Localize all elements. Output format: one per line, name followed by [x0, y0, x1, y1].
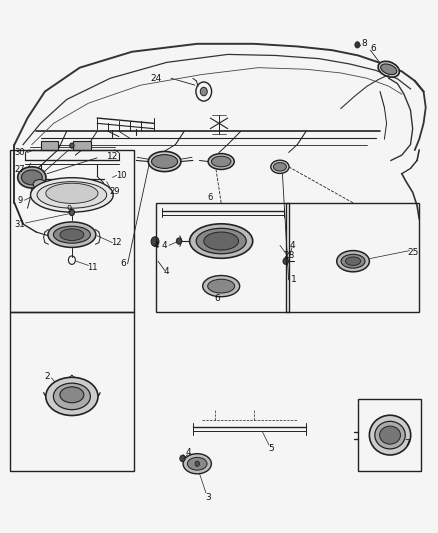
- Ellipse shape: [53, 226, 90, 243]
- Text: 4: 4: [153, 241, 159, 250]
- Ellipse shape: [273, 163, 286, 171]
- Text: 30: 30: [14, 148, 25, 157]
- Ellipse shape: [208, 154, 234, 169]
- Bar: [286, 203, 419, 312]
- Bar: [10, 150, 134, 312]
- Ellipse shape: [380, 426, 400, 444]
- Ellipse shape: [33, 180, 46, 189]
- Ellipse shape: [375, 421, 405, 449]
- Ellipse shape: [378, 61, 399, 77]
- Ellipse shape: [60, 229, 84, 240]
- Text: 2: 2: [44, 372, 50, 381]
- Ellipse shape: [37, 182, 107, 208]
- Text: 27: 27: [14, 165, 25, 174]
- Text: 28: 28: [284, 252, 295, 261]
- Ellipse shape: [183, 454, 212, 474]
- Text: 31: 31: [14, 220, 25, 229]
- Ellipse shape: [190, 224, 253, 259]
- Text: 7: 7: [404, 439, 410, 448]
- Ellipse shape: [53, 383, 90, 410]
- Text: 4: 4: [186, 448, 191, 457]
- Ellipse shape: [18, 167, 46, 188]
- Text: 25: 25: [407, 248, 419, 257]
- Bar: [73, 141, 91, 150]
- Text: 8: 8: [361, 39, 367, 49]
- Ellipse shape: [341, 254, 365, 268]
- Circle shape: [69, 209, 74, 216]
- Text: 29: 29: [110, 187, 120, 196]
- Circle shape: [200, 87, 207, 96]
- Text: 4: 4: [290, 241, 295, 250]
- Ellipse shape: [48, 222, 96, 247]
- Bar: [41, 141, 58, 150]
- Circle shape: [70, 143, 74, 148]
- Bar: [358, 399, 421, 471]
- Ellipse shape: [212, 156, 231, 167]
- Bar: [10, 312, 134, 471]
- Text: 11: 11: [88, 263, 98, 271]
- Ellipse shape: [337, 251, 369, 272]
- Circle shape: [151, 237, 159, 246]
- Ellipse shape: [369, 415, 411, 455]
- Ellipse shape: [21, 170, 42, 185]
- Ellipse shape: [203, 276, 240, 297]
- Ellipse shape: [31, 177, 113, 212]
- Text: 4: 4: [164, 268, 170, 276]
- Ellipse shape: [196, 228, 246, 254]
- Ellipse shape: [208, 279, 235, 293]
- Text: 9: 9: [66, 205, 71, 214]
- Text: 10: 10: [116, 171, 126, 180]
- Text: 12: 12: [107, 152, 118, 161]
- Ellipse shape: [204, 232, 239, 250]
- Text: 6: 6: [371, 44, 376, 53]
- Ellipse shape: [346, 257, 360, 265]
- Circle shape: [180, 455, 185, 462]
- Text: 3: 3: [205, 492, 211, 502]
- Ellipse shape: [271, 160, 289, 173]
- Ellipse shape: [46, 377, 98, 416]
- Text: 24: 24: [150, 74, 162, 83]
- Text: 6: 6: [120, 260, 126, 268]
- Text: 6: 6: [214, 294, 220, 303]
- Ellipse shape: [152, 155, 178, 168]
- Ellipse shape: [148, 151, 181, 172]
- Ellipse shape: [187, 457, 207, 470]
- Ellipse shape: [46, 183, 98, 204]
- Text: 6: 6: [208, 193, 213, 202]
- Ellipse shape: [60, 387, 84, 403]
- Ellipse shape: [381, 64, 397, 75]
- Circle shape: [177, 238, 182, 244]
- Circle shape: [195, 461, 199, 466]
- Text: 9: 9: [17, 196, 22, 205]
- Text: 12: 12: [112, 238, 122, 247]
- Text: 1: 1: [291, 275, 297, 284]
- Text: 4: 4: [162, 241, 167, 250]
- Circle shape: [283, 258, 288, 264]
- Circle shape: [355, 42, 360, 48]
- Text: 5: 5: [268, 444, 274, 453]
- Bar: [156, 203, 289, 312]
